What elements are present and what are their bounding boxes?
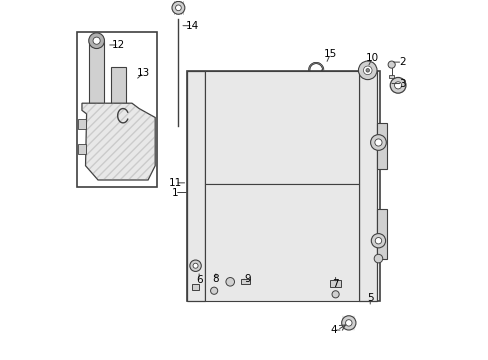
Text: 2: 2 — [398, 57, 405, 67]
Bar — [187, 71, 380, 301]
Text: 15: 15 — [323, 49, 336, 59]
Text: 13: 13 — [137, 68, 150, 78]
Bar — [78, 119, 86, 129]
Circle shape — [225, 278, 234, 286]
Circle shape — [210, 287, 217, 294]
Circle shape — [88, 33, 104, 49]
Text: 8: 8 — [212, 274, 219, 284]
Bar — [241, 279, 249, 284]
Circle shape — [345, 320, 351, 326]
Bar — [205, 184, 358, 301]
Bar — [358, 71, 376, 301]
Circle shape — [189, 260, 201, 271]
Circle shape — [387, 61, 394, 68]
Circle shape — [331, 291, 339, 298]
Bar — [388, 75, 393, 78]
Text: 14: 14 — [186, 21, 199, 31]
Text: 6: 6 — [195, 275, 202, 285]
Bar — [89, 41, 104, 111]
Circle shape — [358, 61, 376, 80]
Circle shape — [370, 135, 386, 150]
Text: 11: 11 — [168, 178, 182, 188]
Text: 9: 9 — [244, 274, 250, 284]
Bar — [376, 123, 386, 169]
Bar — [78, 144, 86, 154]
Bar — [205, 71, 358, 184]
Bar — [376, 208, 386, 258]
Circle shape — [389, 77, 405, 93]
Circle shape — [172, 1, 184, 14]
Bar — [77, 32, 157, 187]
Circle shape — [93, 37, 100, 44]
Circle shape — [394, 82, 401, 89]
Circle shape — [374, 238, 381, 244]
Text: 12: 12 — [112, 40, 125, 50]
Circle shape — [365, 68, 369, 72]
Circle shape — [374, 139, 381, 146]
Text: 7: 7 — [332, 279, 338, 289]
Bar — [192, 284, 199, 290]
Text: 10: 10 — [365, 53, 378, 63]
Circle shape — [363, 66, 371, 75]
Circle shape — [341, 316, 355, 330]
Bar — [329, 280, 340, 287]
Circle shape — [373, 254, 382, 263]
Bar — [187, 71, 205, 301]
Text: 3: 3 — [398, 78, 405, 89]
Circle shape — [175, 5, 181, 11]
Circle shape — [193, 263, 198, 268]
Text: 4: 4 — [330, 325, 336, 335]
Circle shape — [370, 234, 385, 248]
Polygon shape — [82, 103, 155, 180]
Text: 1: 1 — [171, 188, 178, 198]
Bar — [110, 67, 125, 111]
Text: 5: 5 — [366, 293, 373, 303]
